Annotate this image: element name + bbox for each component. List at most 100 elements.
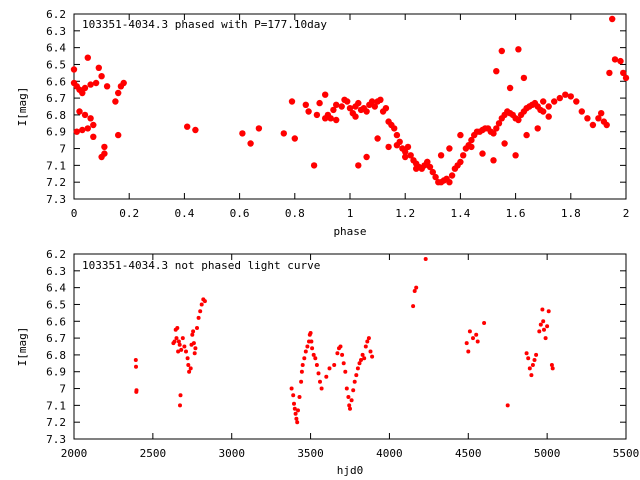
- y-tick-label: 6.3: [46, 265, 66, 278]
- unphased-light-curve-panel: 6.26.36.46.56.66.76.86.977.17.27.3 2000 2…: [16, 248, 639, 477]
- data-point: [87, 115, 94, 122]
- data-point: [551, 98, 558, 105]
- data-point: [352, 379, 357, 384]
- x-tick-label: 2500: [140, 447, 167, 460]
- data-point: [255, 125, 263, 132]
- data-point: [474, 332, 479, 337]
- data-point: [81, 84, 89, 92]
- data-point: [598, 110, 605, 117]
- data-point: [318, 379, 322, 384]
- data-point: [198, 309, 203, 314]
- data-point: [363, 108, 370, 115]
- data-point: [589, 121, 597, 129]
- data-point: [611, 56, 619, 63]
- y-tick-label: 6.9: [46, 126, 66, 139]
- y-tick-label: 6.5: [46, 58, 66, 71]
- x-tick-label: 5500: [613, 447, 640, 460]
- data-point: [87, 81, 94, 88]
- data-point: [391, 125, 398, 132]
- x-tick-label: 0.8: [285, 207, 305, 220]
- data-point: [92, 79, 100, 87]
- data-point: [505, 403, 510, 408]
- x-tick-label: 0: [71, 207, 78, 220]
- data-point: [412, 289, 417, 293]
- data-point: [495, 120, 503, 127]
- y-tick-label: 7: [59, 143, 66, 156]
- data-point: [475, 339, 480, 344]
- data-point: [303, 349, 308, 354]
- x-tick-label: 4500: [455, 447, 482, 460]
- data-point: [482, 321, 487, 325]
- data-point: [177, 342, 182, 347]
- data-point: [542, 327, 546, 332]
- data-point: [545, 324, 550, 329]
- data-point: [540, 98, 547, 105]
- data-point: [354, 373, 359, 378]
- data-point: [526, 356, 531, 361]
- data-point: [479, 150, 486, 157]
- y-tick-label: 6.2: [46, 8, 66, 21]
- x-tick-label: 1.4: [450, 207, 470, 220]
- data-point: [247, 140, 254, 147]
- data-point: [308, 331, 313, 335]
- data-point: [457, 158, 464, 166]
- data-point: [178, 393, 183, 398]
- data-point: [291, 393, 296, 398]
- y-tick-label: 7: [59, 383, 66, 396]
- data-point: [530, 363, 535, 367]
- data-point: [527, 366, 532, 371]
- data-point: [322, 91, 329, 98]
- data-point: [103, 83, 111, 90]
- data-point: [550, 366, 555, 371]
- data-point: [351, 388, 356, 393]
- data-point: [468, 136, 475, 144]
- data-point: [184, 123, 191, 130]
- y-tick-label: 6.2: [46, 248, 66, 261]
- y-tick-label: 6.3: [46, 25, 66, 38]
- data-point: [562, 91, 569, 98]
- data-point: [95, 64, 103, 72]
- data-point: [393, 142, 401, 149]
- data-point: [368, 349, 373, 354]
- data-point: [437, 152, 445, 159]
- data-point: [368, 98, 376, 105]
- data-points: [133, 257, 555, 425]
- data-point: [355, 366, 360, 371]
- data-point: [178, 403, 182, 408]
- data-point: [305, 108, 312, 115]
- data-point: [573, 98, 580, 105]
- data-point: [84, 54, 92, 61]
- data-point: [620, 69, 627, 77]
- data-point: [297, 395, 302, 399]
- data-point: [344, 386, 349, 391]
- data-point: [134, 364, 138, 369]
- x-tick-label: 1.6: [506, 207, 526, 220]
- data-point: [174, 336, 179, 341]
- data-point: [411, 304, 416, 309]
- data-point: [192, 351, 197, 356]
- data-point: [402, 153, 409, 161]
- data-point: [190, 332, 195, 337]
- data-point: [584, 115, 591, 122]
- y-tick-label: 6.6: [46, 315, 66, 328]
- x-tick-label: 5000: [534, 447, 561, 460]
- y-tick-label: 6.6: [46, 75, 66, 88]
- data-point: [280, 130, 287, 137]
- data-point: [537, 329, 542, 334]
- data-point: [362, 356, 367, 361]
- data-point: [324, 374, 329, 379]
- data-point: [101, 143, 108, 151]
- chart-title: 103351-4034.3 phased with P=177.10day: [82, 18, 327, 31]
- y-tick-label: 7.1: [46, 399, 66, 412]
- data-point: [196, 315, 201, 320]
- data-point: [366, 336, 371, 341]
- x-tick-label: 2000: [61, 447, 88, 460]
- data-point: [363, 153, 370, 161]
- data-point: [464, 341, 469, 346]
- data-point: [457, 131, 464, 139]
- y-axis-label: I[mag]: [16, 87, 29, 127]
- data-point: [311, 352, 316, 357]
- data-point: [501, 140, 508, 147]
- data-point: [423, 257, 428, 261]
- data-point: [520, 74, 528, 82]
